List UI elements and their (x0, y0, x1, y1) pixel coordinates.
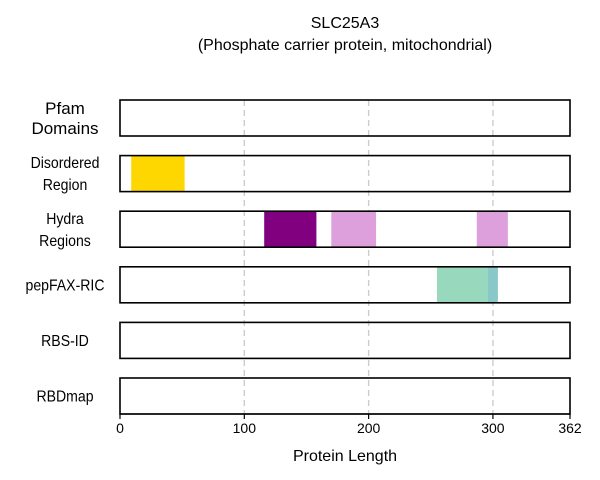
track-3: pepFAX-RIC (25, 265, 571, 304)
track-label-line: Pfam (45, 99, 85, 118)
x-tick-label: 200 (357, 420, 381, 436)
segment-3-1 (487, 266, 498, 303)
track-label-0: Pfam Domains (31, 99, 98, 138)
x-tick-label: 100 (233, 420, 257, 436)
track-2: Hydra Regions (39, 210, 571, 250)
segment-1-0 (131, 155, 185, 192)
track-4: RBS-ID (41, 321, 571, 360)
track-frame-2 (119, 210, 571, 248)
track-label-line: Disordered (31, 154, 100, 172)
track-label-1: Disordered Region (31, 154, 100, 194)
track-frame-0 (119, 99, 571, 137)
segment-2-1 (331, 211, 377, 248)
track-label-2: Hydra Regions (39, 210, 91, 250)
tracks: Pfam Domains Disordered Region Hydra Regions p… (25, 99, 571, 415)
x-tick-label: 0 (116, 420, 124, 436)
track-label-line: Region (43, 176, 88, 194)
x-axis-title: Protein Length (293, 448, 397, 465)
track-frame-4 (119, 321, 571, 360)
x-tick-label: 300 (481, 420, 505, 436)
x-axis: 0 100 200 300 362 (116, 413, 582, 436)
segment-2-0 (264, 211, 317, 248)
track-1: Disordered Region (31, 154, 571, 194)
track-label-line: pepFAX-RIC (25, 277, 104, 295)
track-label-line: RBDmap (36, 388, 93, 406)
track-label-line: Regions (39, 232, 91, 250)
track-frame-1 (119, 154, 571, 193)
chart-subtitle: (Phosphate carrier protein, mitochondria… (198, 37, 492, 54)
chart-title: SLC25A3 (311, 15, 380, 32)
track-5: RBDmap (36, 377, 571, 415)
track-0: Pfam Domains (31, 99, 571, 138)
track-label-line: Hydra (46, 210, 84, 228)
gridlines (243, 100, 494, 414)
track-label-5: RBDmap (36, 388, 93, 406)
x-tick-label: 362 (558, 420, 582, 436)
segment-3-0 (436, 266, 488, 303)
track-label-3: pepFAX-RIC (25, 277, 104, 295)
segment-2-2 (476, 211, 508, 248)
track-frame-3 (119, 265, 571, 304)
track-label-4: RBS-ID (41, 332, 89, 350)
track-label-line: Domains (31, 119, 98, 138)
track-label-line: RBS-ID (41, 332, 89, 350)
track-frame-5 (119, 377, 571, 415)
